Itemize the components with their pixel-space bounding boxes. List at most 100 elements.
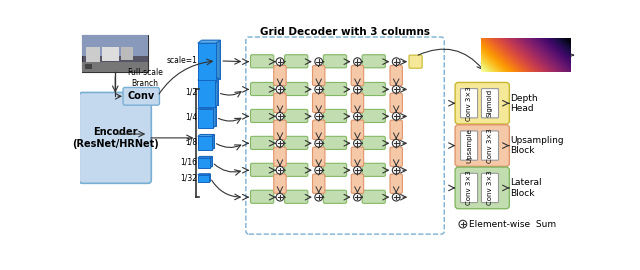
Polygon shape <box>198 106 216 109</box>
Text: Element-wise  Sum: Element-wise Sum <box>469 220 556 229</box>
Text: 1/8: 1/8 <box>185 138 197 147</box>
FancyBboxPatch shape <box>312 174 325 193</box>
Circle shape <box>315 193 323 201</box>
Text: 1/16: 1/16 <box>180 158 197 167</box>
Bar <box>198 43 216 82</box>
Circle shape <box>276 139 284 147</box>
FancyBboxPatch shape <box>123 87 159 105</box>
FancyBboxPatch shape <box>274 120 286 139</box>
Bar <box>102 46 119 61</box>
Text: Lateral
Block: Lateral Block <box>510 178 541 198</box>
FancyBboxPatch shape <box>323 82 347 96</box>
Polygon shape <box>198 78 218 80</box>
FancyBboxPatch shape <box>250 136 274 149</box>
Circle shape <box>353 113 362 120</box>
FancyBboxPatch shape <box>481 131 499 160</box>
Bar <box>202 40 220 79</box>
Text: 1/2: 1/2 <box>185 88 197 97</box>
Bar <box>83 62 148 72</box>
Circle shape <box>353 193 362 201</box>
Circle shape <box>392 113 400 120</box>
Polygon shape <box>198 40 220 43</box>
Polygon shape <box>210 156 212 168</box>
Text: Conv: Conv <box>127 91 155 101</box>
FancyBboxPatch shape <box>79 92 151 183</box>
FancyBboxPatch shape <box>481 173 499 202</box>
FancyBboxPatch shape <box>323 136 347 149</box>
Bar <box>200 156 212 166</box>
Text: Sigmoid: Sigmoid <box>487 89 493 117</box>
Bar <box>199 174 210 181</box>
Text: Conv 3×3: Conv 3×3 <box>487 128 493 163</box>
FancyBboxPatch shape <box>250 190 274 203</box>
FancyBboxPatch shape <box>274 147 286 166</box>
FancyBboxPatch shape <box>274 93 286 113</box>
Bar <box>121 46 132 59</box>
Bar <box>83 35 148 56</box>
Text: Upsampling
Block: Upsampling Block <box>510 136 564 155</box>
FancyBboxPatch shape <box>250 163 274 176</box>
FancyBboxPatch shape <box>312 147 325 166</box>
Polygon shape <box>212 134 214 150</box>
FancyBboxPatch shape <box>250 109 274 123</box>
FancyBboxPatch shape <box>323 109 347 123</box>
Bar <box>201 78 218 105</box>
FancyBboxPatch shape <box>461 173 477 202</box>
FancyBboxPatch shape <box>461 89 477 118</box>
Circle shape <box>353 139 362 147</box>
Text: Conv 3×3: Conv 3×3 <box>466 86 472 121</box>
FancyBboxPatch shape <box>362 190 385 203</box>
FancyBboxPatch shape <box>362 82 385 96</box>
FancyBboxPatch shape <box>455 167 509 209</box>
Bar <box>83 35 148 72</box>
Circle shape <box>353 166 362 174</box>
Polygon shape <box>216 40 220 82</box>
FancyBboxPatch shape <box>312 66 325 86</box>
Bar <box>198 136 212 150</box>
Text: Conv 3×3: Conv 3×3 <box>466 171 472 205</box>
FancyBboxPatch shape <box>250 55 274 68</box>
Bar <box>198 175 209 182</box>
FancyBboxPatch shape <box>351 120 364 139</box>
Bar <box>198 158 210 168</box>
Polygon shape <box>198 156 212 158</box>
Circle shape <box>315 86 323 93</box>
FancyBboxPatch shape <box>455 82 509 124</box>
FancyBboxPatch shape <box>481 89 499 118</box>
Circle shape <box>276 86 284 93</box>
FancyBboxPatch shape <box>274 66 286 86</box>
Polygon shape <box>198 134 214 136</box>
Bar <box>198 80 215 107</box>
Bar <box>200 134 214 148</box>
FancyBboxPatch shape <box>362 163 385 176</box>
Circle shape <box>392 58 400 66</box>
FancyBboxPatch shape <box>362 109 385 123</box>
Text: Depth
Head: Depth Head <box>510 93 538 113</box>
Bar <box>198 109 213 128</box>
FancyBboxPatch shape <box>274 174 286 193</box>
FancyBboxPatch shape <box>285 190 308 203</box>
FancyBboxPatch shape <box>351 93 364 113</box>
FancyBboxPatch shape <box>390 120 403 139</box>
Text: 1/32: 1/32 <box>180 173 197 182</box>
FancyBboxPatch shape <box>362 136 385 149</box>
Polygon shape <box>213 106 216 128</box>
FancyBboxPatch shape <box>285 55 308 68</box>
Circle shape <box>276 166 284 174</box>
Bar <box>86 46 100 63</box>
FancyBboxPatch shape <box>323 190 347 203</box>
Circle shape <box>315 166 323 174</box>
Circle shape <box>315 58 323 66</box>
FancyBboxPatch shape <box>351 147 364 166</box>
Bar <box>200 106 216 126</box>
Circle shape <box>353 86 362 93</box>
Polygon shape <box>198 174 210 175</box>
FancyBboxPatch shape <box>390 147 403 166</box>
FancyBboxPatch shape <box>323 55 347 68</box>
FancyBboxPatch shape <box>351 66 364 86</box>
Circle shape <box>392 193 400 201</box>
Polygon shape <box>209 174 210 182</box>
FancyBboxPatch shape <box>312 120 325 139</box>
Circle shape <box>276 113 284 120</box>
Text: Full-scale
Branch: Full-scale Branch <box>127 68 163 88</box>
